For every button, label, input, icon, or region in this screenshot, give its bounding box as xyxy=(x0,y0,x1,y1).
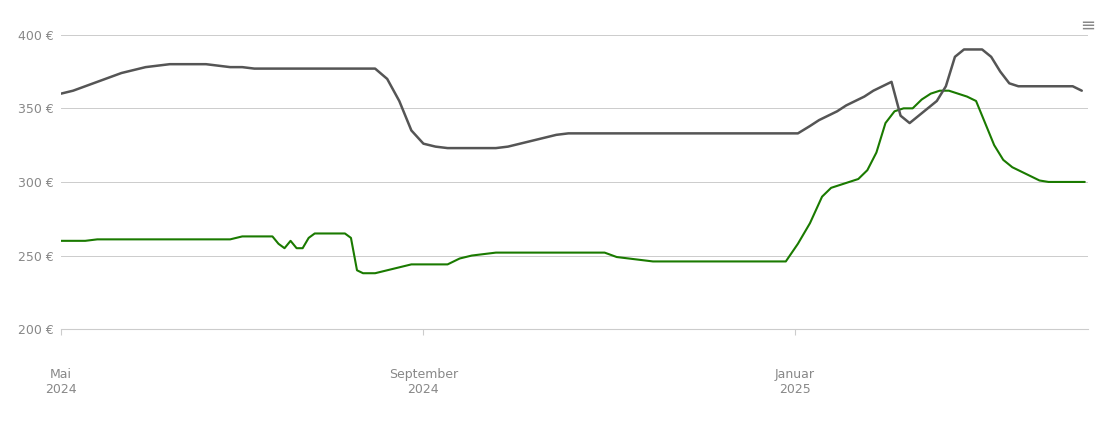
Text: Mai
2024: Mai 2024 xyxy=(46,368,77,396)
Text: September
2024: September 2024 xyxy=(388,368,458,396)
Text: Januar
2025: Januar 2025 xyxy=(775,368,815,396)
Text: ≡: ≡ xyxy=(1080,17,1096,35)
Legend: lose Ware, Sackware: lose Ware, Sackware xyxy=(477,420,672,422)
